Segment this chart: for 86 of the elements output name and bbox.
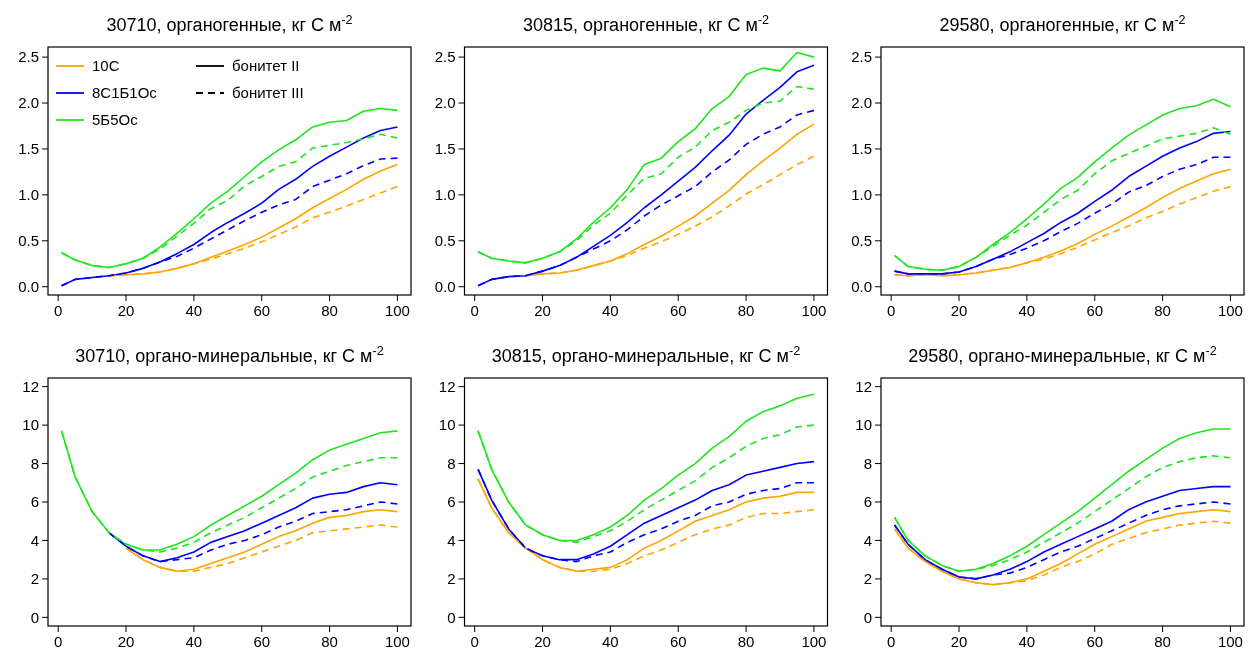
- x-tick-label: 40: [602, 302, 619, 319]
- x-tick-label: 20: [534, 302, 551, 319]
- y-tick-label: 2: [447, 570, 456, 588]
- x-tick-label: 80: [321, 302, 338, 319]
- x-tick-label: 60: [253, 633, 271, 648]
- y-tick-label: 6: [447, 493, 456, 511]
- x-tick-label: 20: [117, 633, 135, 648]
- x-tick-label: 60: [669, 633, 687, 648]
- x-tick-label: 80: [737, 633, 755, 648]
- x-tick-label: 20: [950, 302, 968, 319]
- x-tick-label: 60: [1086, 302, 1104, 319]
- x-tick-label: 60: [253, 302, 271, 319]
- y-tick-label: 10: [438, 416, 456, 434]
- y-tick-label: 2.5: [434, 48, 456, 66]
- y-tick-label: 2: [863, 570, 872, 588]
- x-tick-label: 0: [470, 633, 479, 648]
- y-tick-label: 0: [863, 608, 872, 626]
- y-tick-label: 2.5: [18, 48, 39, 66]
- y-tick-label: 4: [863, 531, 872, 549]
- x-tick-label: 100: [384, 302, 410, 319]
- y-tick-label: 6: [863, 493, 872, 511]
- x-tick-label: 20: [117, 302, 135, 319]
- x-tick-label: 80: [1154, 633, 1171, 648]
- annotation: бонитет III: [232, 84, 304, 102]
- x-tick-label: 40: [602, 633, 619, 648]
- y-tick-label: 2.5: [851, 48, 872, 66]
- y-tick-label: 2.0: [18, 94, 39, 112]
- y-tick-label: 8: [30, 454, 39, 472]
- chart-title: 30815, органогенные, кг С м$^{-2}$: [522, 13, 770, 35]
- y-tick-label: 0.0: [18, 277, 39, 295]
- x-tick-label: 0: [887, 302, 896, 319]
- y-tick-label: 2: [30, 570, 39, 588]
- x-tick-label: 80: [321, 633, 338, 648]
- y-tick-label: 0.5: [851, 232, 872, 250]
- annotation: бонитет II: [232, 57, 300, 75]
- chart-title: 29580, органогенные, кг С м$^{-2}$: [939, 13, 1186, 35]
- y-tick-label: 1.0: [18, 186, 39, 204]
- y-tick-label: 1.5: [851, 140, 872, 158]
- x-tick-label: 0: [54, 633, 63, 648]
- y-tick-label: 0.0: [851, 277, 872, 295]
- y-tick-label: 0.0: [434, 277, 456, 295]
- y-tick-label: 8: [863, 454, 872, 472]
- x-tick-label: 0: [887, 633, 896, 648]
- x-tick-label: 80: [1154, 302, 1171, 319]
- y-tick-label: 4: [30, 531, 39, 549]
- x-tick-label: 40: [185, 302, 203, 319]
- y-tick-label: 1.0: [851, 186, 872, 204]
- x-tick-label: 20: [950, 633, 968, 648]
- y-tick-label: 12: [855, 377, 872, 395]
- y-tick-label: 12: [22, 377, 39, 395]
- x-tick-label: 40: [1018, 633, 1036, 648]
- y-tick-label: 4: [447, 531, 456, 549]
- y-tick-label: 8: [447, 454, 456, 472]
- y-tick-label: 2.0: [851, 94, 872, 112]
- y-tick-label: 1.5: [18, 140, 39, 158]
- chart-title: 29580, органо-минеральные, кг С м$^{-2}$: [908, 344, 1217, 366]
- x-tick-label: 40: [1018, 302, 1036, 319]
- y-tick-label: 0: [30, 608, 39, 626]
- y-tick-label: 0: [447, 608, 456, 626]
- x-tick-label: 100: [801, 302, 827, 319]
- x-tick-label: 60: [669, 302, 687, 319]
- y-tick-label: 1.5: [434, 140, 456, 158]
- x-tick-label: 100: [1217, 633, 1243, 648]
- x-tick-label: 40: [185, 633, 203, 648]
- chart-title: 30815, органо-минеральные, кг С м$^{-2}$: [491, 344, 801, 366]
- y-tick-label: 6: [30, 493, 39, 511]
- y-tick-label: 12: [438, 377, 456, 395]
- x-tick-label: 60: [1086, 633, 1104, 648]
- legend-label: 5Б5Ос: [92, 111, 139, 129]
- y-tick-label: 0.5: [434, 232, 456, 250]
- legend-label: 10С: [92, 57, 120, 75]
- x-tick-label: 0: [54, 302, 63, 319]
- x-tick-label: 20: [534, 633, 551, 648]
- y-tick-label: 1.0: [434, 186, 456, 204]
- x-tick-label: 100: [801, 633, 827, 648]
- legend-label: 8С1Б1Ос: [92, 84, 158, 102]
- y-tick-label: 10: [855, 416, 872, 434]
- x-tick-label: 100: [1217, 302, 1243, 319]
- y-tick-label: 0.5: [18, 232, 39, 250]
- x-tick-label: 100: [384, 633, 410, 648]
- x-tick-label: 0: [470, 302, 479, 319]
- y-tick-label: 2.0: [434, 94, 456, 112]
- y-tick-label: 10: [22, 416, 39, 434]
- chart-title: 30710, органо-минеральные, кг С м$^{-2}$: [75, 344, 384, 366]
- chart-title: 30710, органогенные, кг С м$^{-2}$: [106, 13, 353, 35]
- x-tick-label: 80: [737, 302, 755, 319]
